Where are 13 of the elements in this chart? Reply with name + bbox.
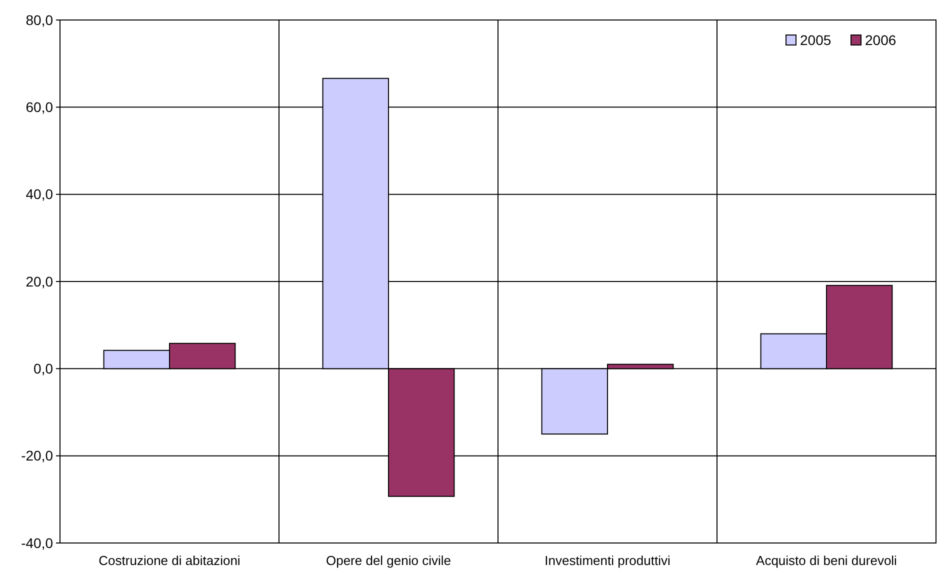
y-tick-label: 40,0	[26, 186, 54, 202]
x-tick-label: Acquisto di beni durevoli	[756, 553, 898, 568]
y-tick-label: 0,0	[34, 360, 54, 377]
y-tick-label: 80,0	[26, 12, 54, 28]
legend-label: 2005	[800, 32, 832, 48]
x-tick-label: Opere del genio civile	[326, 553, 452, 568]
legend-label: 2006	[865, 32, 896, 48]
y-tick-label: -40,0	[21, 534, 54, 551]
y-tick-label: 60,0	[26, 99, 54, 116]
x-tick-label: Costruzione di abitazioni	[98, 553, 240, 568]
y-tick-label: 20,0	[26, 273, 54, 290]
y-tick-label: -20,0	[21, 448, 54, 464]
x-tick-label: Investimenti produttivi	[544, 553, 670, 568]
